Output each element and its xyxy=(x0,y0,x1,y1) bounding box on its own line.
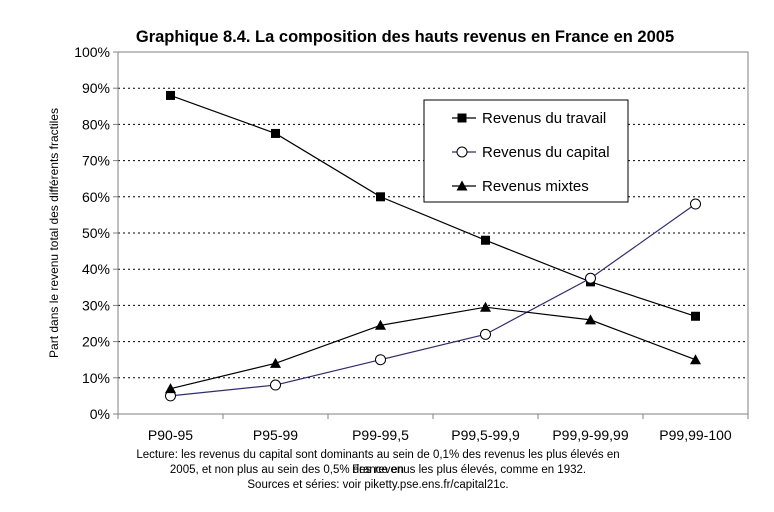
x-tick-label: P95-99 xyxy=(253,427,298,443)
legend-marker xyxy=(456,146,468,158)
x-axis-ticks: P90-95 P95-99 P99-99,5 P99,5-99,9 P99,9-99,9… xyxy=(117,414,749,443)
legend-label: Revenus mixtes xyxy=(482,178,589,195)
y-tick-label: 100% xyxy=(74,44,110,60)
y-tick-label: 50% xyxy=(82,225,110,241)
note-line-3: Sources et séries: voir piketty.pse.ens.… xyxy=(247,479,509,491)
series-line xyxy=(170,203,696,397)
x-tick-label: P99,5-99,9 xyxy=(451,427,520,443)
y-axis-label: Part dans le revenu total des différents… xyxy=(47,108,61,358)
y-tick-label: 90% xyxy=(82,80,110,96)
data-point xyxy=(376,192,385,202)
x-tick-label: P99,99-100 xyxy=(659,427,732,443)
series-layer xyxy=(165,90,701,402)
chart-title: Graphique 8.4. La composition des hauts … xyxy=(136,28,674,46)
y-tick-label: 30% xyxy=(82,297,110,313)
data-point xyxy=(375,319,386,330)
x-tick-label: P90-95 xyxy=(148,427,193,443)
y-tick-label: 0% xyxy=(90,406,110,422)
series-triangle xyxy=(165,301,701,394)
y-tick-label: 10% xyxy=(82,370,110,386)
x-tick-label: P99-99,5 xyxy=(352,427,409,443)
y-tick-label: 80% xyxy=(82,116,110,132)
data-point xyxy=(480,328,491,340)
data-point xyxy=(585,272,596,284)
y-tick-label: 70% xyxy=(82,153,110,169)
y-tick-label: 60% xyxy=(82,189,110,205)
data-point xyxy=(690,354,701,365)
legend: Revenus du travail Revenus du capital Reve… xyxy=(423,99,629,203)
data-point xyxy=(481,235,490,245)
data-point xyxy=(585,314,596,325)
series-line xyxy=(170,94,696,317)
y-tick-label: 40% xyxy=(82,261,110,277)
x-tick-label: P99,9-99,99 xyxy=(552,427,628,443)
legend-label: Revenus du capital xyxy=(482,144,610,161)
legend-marker xyxy=(456,180,468,191)
legend-label: Revenus du travail xyxy=(482,110,606,127)
data-point xyxy=(166,90,175,100)
data-point xyxy=(690,198,701,210)
data-point xyxy=(271,128,280,138)
data-point xyxy=(270,379,281,391)
y-tick-label: 20% xyxy=(82,334,110,350)
legend-marker xyxy=(457,113,467,123)
data-point xyxy=(165,383,176,394)
data-point xyxy=(480,301,491,312)
note-line-2: 2005, et non plus au sein des 0,5% des r… xyxy=(169,464,587,476)
data-point xyxy=(375,354,386,366)
note-line-1: Lecture: les revenus du capital sont dom… xyxy=(136,449,620,476)
y-axis-ticks: 0% 10% 20% 30% 40% 50% 60% 70% 80% 90% 100% xyxy=(74,44,118,422)
series-circle xyxy=(165,198,701,402)
data-point xyxy=(691,311,700,321)
series-line xyxy=(170,306,696,390)
data-point xyxy=(270,357,281,368)
